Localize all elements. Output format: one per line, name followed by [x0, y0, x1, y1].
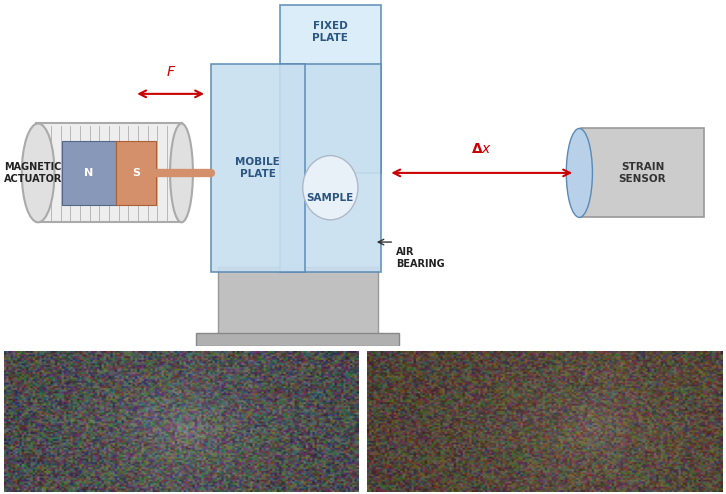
Text: STRAIN
SENSOR: STRAIN SENSOR [619, 162, 666, 184]
Bar [218, 267, 378, 341]
Text: FIXED
PLATE: FIXED PLATE [312, 21, 348, 43]
Ellipse shape [170, 124, 193, 222]
Bar [36, 124, 182, 222]
Text: S: S [132, 168, 140, 178]
Ellipse shape [303, 156, 358, 220]
Text: MAGNETIC
ACTUATOR: MAGNETIC ACTUATOR [4, 162, 62, 184]
Bar [62, 141, 116, 205]
Text: SAMPLE: SAMPLE [306, 193, 354, 203]
Bar [196, 333, 399, 346]
Bar [211, 64, 305, 272]
Bar [116, 141, 156, 205]
Ellipse shape [566, 128, 592, 217]
Bar [581, 128, 704, 217]
Bar [280, 64, 381, 272]
Text: N: N [84, 168, 94, 178]
Bar [280, 5, 381, 173]
Text: $\mathbf{\Delta}\mathit{x}$: $\mathbf{\Delta}\mathit{x}$ [470, 142, 492, 156]
Text: $\mathit{F}$: $\mathit{F}$ [166, 65, 176, 79]
Text: AIR
BEARING: AIR BEARING [396, 247, 444, 269]
Ellipse shape [22, 124, 54, 222]
Text: MOBILE
PLATE: MOBILE PLATE [235, 157, 280, 179]
